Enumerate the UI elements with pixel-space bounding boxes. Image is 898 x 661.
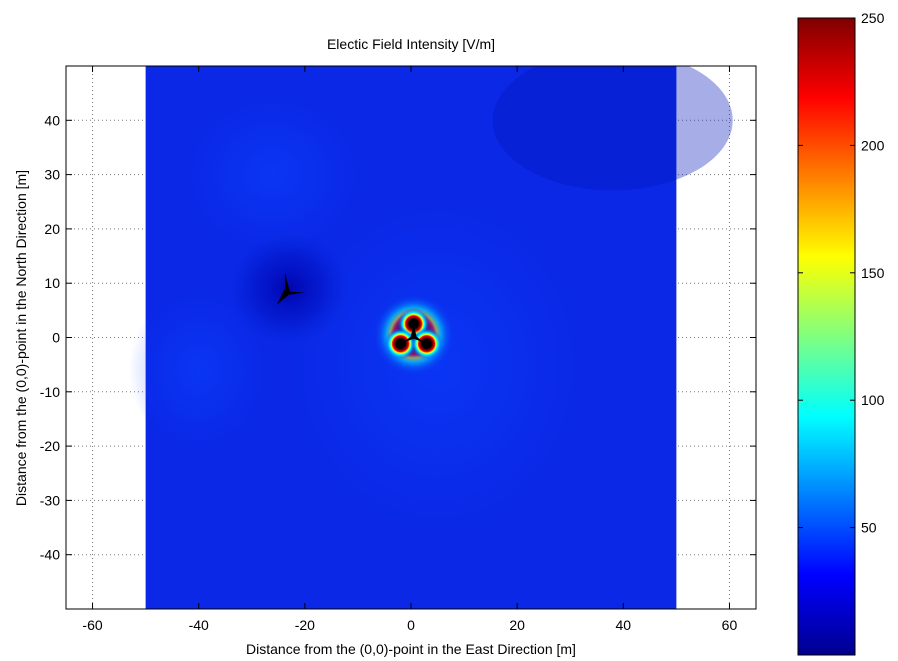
colorbar-tick-label: 50 bbox=[861, 520, 877, 536]
x-tick-label: -60 bbox=[82, 617, 102, 633]
field-heatmap bbox=[128, 66, 733, 609]
x-tick-label: 60 bbox=[722, 617, 738, 633]
y-tick-label: 0 bbox=[52, 330, 60, 346]
colorbar-tick-label: 250 bbox=[861, 10, 885, 26]
y-tick-label: -40 bbox=[40, 547, 60, 563]
y-tick-label: 10 bbox=[44, 275, 60, 291]
high-field-core bbox=[402, 324, 425, 343]
colorbar-gradient bbox=[797, 17, 856, 656]
x-axis-title: Distance from the (0,0)-point in the Eas… bbox=[246, 641, 576, 657]
x-axis-ticks: -60 -40 -20 0 20 40 60 bbox=[82, 66, 737, 633]
field-region-light bbox=[183, 94, 363, 255]
x-tick-label: 40 bbox=[616, 617, 632, 633]
colorbar-tick-label: 150 bbox=[861, 265, 885, 281]
y-tick-label: 20 bbox=[44, 221, 60, 237]
y-axis-title: Distance from the (0,0)-point in the Nor… bbox=[13, 170, 29, 506]
y-tick-label: -10 bbox=[40, 384, 60, 400]
x-tick-label: 20 bbox=[509, 617, 525, 633]
y-tick-label: 30 bbox=[44, 167, 60, 183]
colorbar-tick-label: 100 bbox=[861, 392, 885, 408]
field-region-light bbox=[128, 290, 269, 451]
colorbar: 50 100 150 200 250 bbox=[797, 10, 885, 656]
colorbar-ticks: 50 100 150 200 250 bbox=[798, 10, 885, 536]
x-tick-label: -40 bbox=[189, 617, 209, 633]
y-axis-ticks: -40 -30 -20 -10 0 10 20 30 40 bbox=[40, 112, 756, 563]
high-field-lobe bbox=[384, 327, 417, 360]
y-tick-label: -20 bbox=[40, 438, 60, 454]
y-tick-label: -30 bbox=[40, 492, 60, 508]
chart-title: Electic Field Intensity [V/m] bbox=[327, 36, 495, 52]
low-field-marker bbox=[276, 272, 305, 305]
x-tick-label: 0 bbox=[407, 617, 415, 633]
x-tick-label: -20 bbox=[295, 617, 315, 633]
colorbar-tick-label: 200 bbox=[861, 137, 885, 153]
field-region-dark bbox=[492, 66, 733, 191]
y-tick-label: 40 bbox=[44, 112, 60, 128]
high-field-lobe bbox=[410, 327, 443, 360]
